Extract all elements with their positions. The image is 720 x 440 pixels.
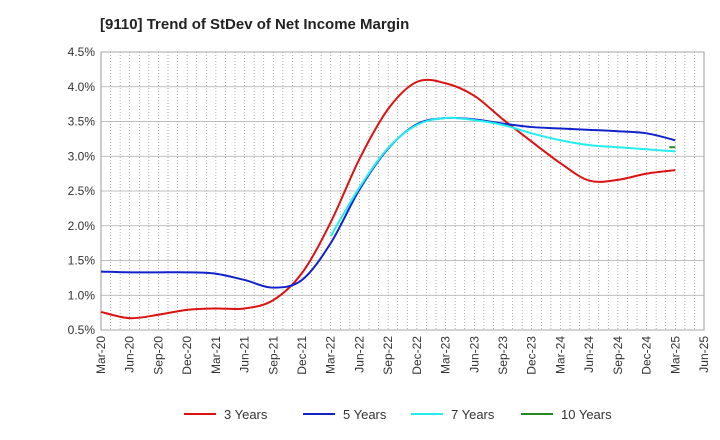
x-tick-label: Jun-24	[582, 336, 596, 373]
legend-label: 10 Years	[561, 407, 612, 422]
x-tick-label: Jun-21	[238, 336, 252, 373]
y-tick-label: 2.0%	[68, 219, 96, 233]
x-tick-label: Dec-22	[410, 336, 424, 375]
y-tick-label: 3.0%	[68, 149, 96, 163]
x-tick-label: Mar-25	[668, 336, 682, 374]
y-tick-label: 4.0%	[68, 80, 96, 94]
legend-label: 5 Years	[343, 407, 387, 422]
x-tick-label: Jun-23	[467, 336, 481, 373]
x-tick-label: Jun-25	[697, 336, 711, 373]
x-tick-label: Mar-21	[209, 336, 223, 374]
x-tick-label: Dec-21	[295, 336, 309, 375]
y-tick-label: 0.5%	[68, 323, 96, 337]
x-tick-label: Dec-20	[180, 336, 194, 375]
x-tick-label: Mar-24	[553, 336, 567, 374]
series-line-7-years	[329, 116, 676, 237]
grid	[101, 51, 704, 331]
x-tick-label: Sep-23	[496, 336, 510, 375]
x-tick-label: Sep-24	[611, 336, 625, 375]
x-tick-label: Sep-21	[266, 336, 280, 375]
y-tick-label: 1.5%	[68, 254, 96, 268]
y-tick-label: 4.5%	[68, 45, 96, 59]
x-tick-label: Mar-22	[324, 336, 338, 374]
x-tick-label: Sep-20	[151, 336, 165, 375]
y-axis-ticks: 0.5% 1.0% 1.5% 2.0% 2.5% 3.0% 3.5% 4.0% 4.5%	[68, 45, 96, 337]
x-tick-label: Dec-24	[640, 336, 654, 375]
x-tick-label: Jun-20	[123, 336, 137, 373]
legend-label: 7 Years	[451, 407, 495, 422]
x-tick-label: Mar-23	[439, 336, 453, 374]
y-tick-label: 1.0%	[68, 288, 96, 302]
y-tick-label: 3.5%	[68, 115, 96, 129]
legend-label: 3 Years	[224, 407, 268, 422]
series-lines	[100, 78, 676, 320]
x-tick-label: Jun-22	[352, 336, 366, 373]
x-axis-ticks: Mar-20 Jun-20 Sep-20 Dec-20 Mar-21 Jun-21 Sep-…	[94, 336, 711, 375]
x-tick-label: Sep-22	[381, 336, 395, 375]
x-tick-label: Dec-23	[525, 336, 539, 375]
x-tick-label: Mar-20	[94, 336, 108, 374]
chart-title: [9110] Trend of StDev of Net Income Marg…	[100, 16, 409, 33]
y-tick-label: 2.5%	[68, 184, 96, 198]
legend: 3 Years 5 Years 7 Years 10 Years	[184, 407, 612, 422]
series-line-3-years	[100, 78, 676, 320]
